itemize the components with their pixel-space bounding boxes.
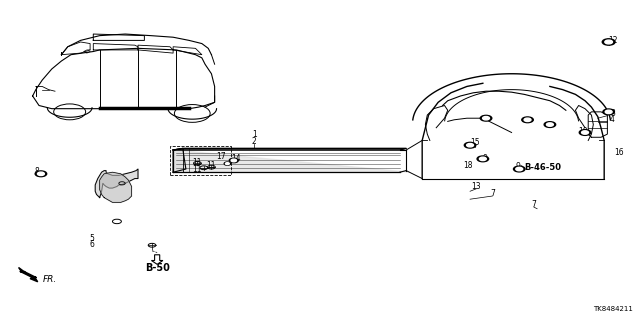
Text: 12: 12 bbox=[608, 36, 617, 45]
Text: 7: 7 bbox=[490, 189, 495, 198]
Text: 8: 8 bbox=[34, 167, 39, 176]
Text: 10: 10 bbox=[579, 127, 588, 136]
Circle shape bbox=[229, 158, 238, 163]
Text: 11: 11 bbox=[193, 166, 202, 174]
Text: B-50: B-50 bbox=[145, 263, 170, 273]
Circle shape bbox=[516, 167, 523, 171]
Text: 3: 3 bbox=[610, 109, 615, 118]
Bar bbox=[170, 146, 230, 175]
Circle shape bbox=[544, 122, 556, 127]
Circle shape bbox=[38, 172, 44, 175]
Circle shape bbox=[35, 171, 47, 177]
Circle shape bbox=[547, 123, 554, 126]
Text: 6: 6 bbox=[90, 240, 95, 249]
Text: TK8484211: TK8484211 bbox=[593, 306, 633, 312]
Text: 9: 9 bbox=[483, 154, 487, 163]
Text: 9: 9 bbox=[516, 162, 520, 171]
Text: 15: 15 bbox=[470, 138, 480, 147]
Circle shape bbox=[513, 166, 525, 172]
Circle shape bbox=[467, 144, 474, 147]
Text: 5: 5 bbox=[90, 234, 95, 243]
Circle shape bbox=[231, 159, 236, 162]
Circle shape bbox=[483, 116, 490, 120]
Text: 4: 4 bbox=[610, 115, 615, 124]
Circle shape bbox=[225, 163, 229, 165]
Text: 1: 1 bbox=[252, 130, 257, 139]
Text: 11: 11 bbox=[207, 161, 216, 170]
Text: FR.: FR. bbox=[43, 275, 57, 284]
Circle shape bbox=[480, 115, 492, 121]
Text: 7: 7 bbox=[531, 200, 536, 209]
Circle shape bbox=[465, 142, 476, 148]
Circle shape bbox=[602, 39, 615, 45]
Circle shape bbox=[605, 40, 612, 44]
Circle shape bbox=[605, 110, 612, 114]
Polygon shape bbox=[100, 172, 132, 202]
Circle shape bbox=[477, 156, 488, 162]
Text: 13: 13 bbox=[472, 182, 481, 191]
Polygon shape bbox=[173, 148, 186, 172]
Circle shape bbox=[579, 130, 591, 135]
FancyArrow shape bbox=[152, 255, 163, 264]
Text: 16: 16 bbox=[614, 148, 624, 157]
Polygon shape bbox=[173, 148, 406, 150]
Circle shape bbox=[582, 131, 588, 134]
Circle shape bbox=[603, 109, 614, 115]
Text: 18: 18 bbox=[463, 161, 473, 170]
Polygon shape bbox=[173, 150, 410, 172]
Text: 14: 14 bbox=[231, 154, 241, 163]
Text: 11: 11 bbox=[193, 158, 202, 167]
Text: B-46-50: B-46-50 bbox=[524, 163, 561, 172]
Polygon shape bbox=[19, 268, 38, 282]
Circle shape bbox=[224, 162, 230, 165]
Circle shape bbox=[479, 157, 486, 160]
Polygon shape bbox=[95, 169, 138, 197]
Circle shape bbox=[524, 118, 531, 122]
Text: 17: 17 bbox=[216, 152, 226, 161]
Circle shape bbox=[522, 117, 533, 123]
Text: 2: 2 bbox=[252, 137, 257, 145]
